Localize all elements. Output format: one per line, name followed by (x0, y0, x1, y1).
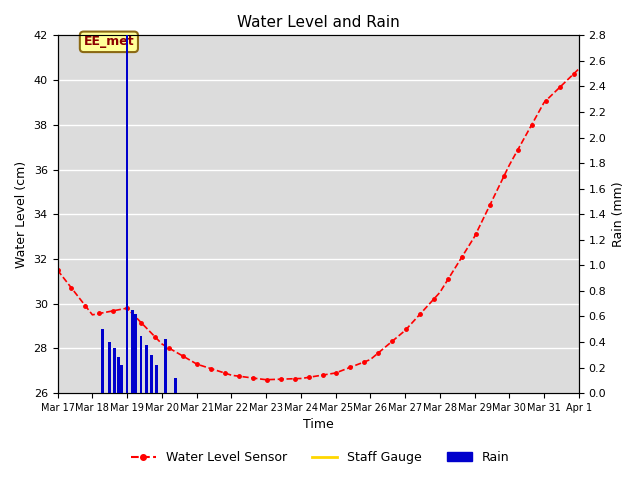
Legend: Water Level Sensor, Staff Gauge, Rain: Water Level Sensor, Staff Gauge, Rain (125, 446, 515, 469)
Y-axis label: Rain (mm): Rain (mm) (612, 181, 625, 247)
Bar (174, 378, 177, 393)
X-axis label: Time: Time (303, 419, 333, 432)
Bar (101, 329, 104, 393)
Bar (120, 365, 124, 393)
Bar (125, 36, 129, 393)
Bar (140, 336, 142, 393)
Bar (134, 314, 137, 393)
Bar (113, 348, 116, 393)
Bar (155, 365, 158, 393)
Bar (164, 339, 166, 393)
Bar (131, 310, 134, 393)
Bar (108, 342, 111, 393)
Text: EE_met: EE_met (84, 36, 134, 48)
Title: Water Level and Rain: Water Level and Rain (237, 15, 399, 30)
Bar (150, 355, 153, 393)
Y-axis label: Water Level (cm): Water Level (cm) (15, 161, 28, 268)
Bar (145, 345, 148, 393)
Bar (117, 357, 120, 393)
